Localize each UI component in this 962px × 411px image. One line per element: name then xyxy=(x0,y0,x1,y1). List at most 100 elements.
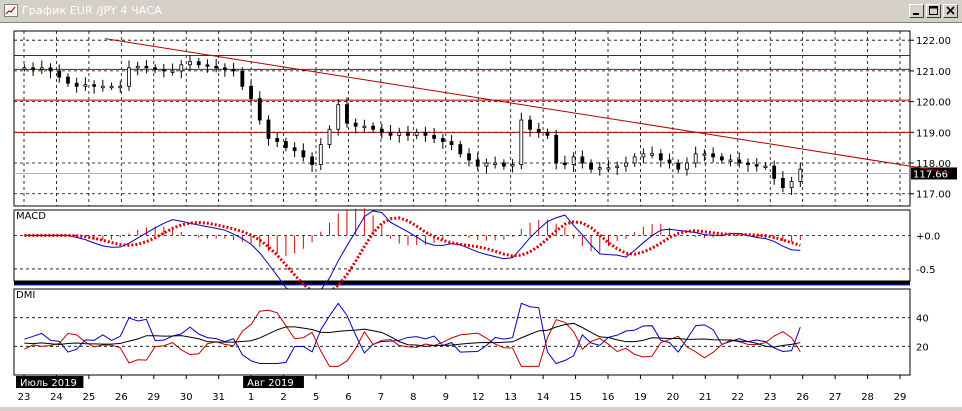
candle-body xyxy=(92,84,97,87)
candle-body xyxy=(528,119,532,130)
candle-body xyxy=(127,67,131,87)
candle-body xyxy=(632,156,637,164)
candle-body xyxy=(615,165,620,169)
month-label: Авг 2019 xyxy=(247,378,294,389)
macd-label: MACD xyxy=(16,211,46,222)
candle-body xyxy=(754,164,759,167)
candle-body xyxy=(597,167,602,170)
candle-body xyxy=(449,141,454,145)
candle-body xyxy=(667,159,672,164)
candle-body xyxy=(563,162,567,165)
x-tick-label: 23 xyxy=(18,392,31,403)
candle-body xyxy=(109,85,114,89)
y-tick-label: 40 xyxy=(916,314,929,325)
candle-body xyxy=(327,128,332,145)
x-tick-label: 7 xyxy=(378,392,384,403)
current-price-label: 117.66 xyxy=(913,169,948,180)
minimize-icon[interactable] xyxy=(909,4,924,18)
candle-body xyxy=(83,84,88,87)
candle-body xyxy=(789,181,794,188)
month-label: Июль 2019 xyxy=(20,378,77,389)
candle-body xyxy=(100,85,105,89)
x-tick-label: 15 xyxy=(569,392,582,403)
x-tick-label: 30 xyxy=(180,392,193,403)
candle-body xyxy=(458,144,463,155)
y-tick-label: 120.00 xyxy=(916,98,951,109)
y-tick-label: 118.00 xyxy=(916,159,951,170)
candle-body xyxy=(650,153,654,156)
candle-body xyxy=(676,162,681,170)
x-tick-label: 27 xyxy=(829,392,842,403)
close-icon[interactable] xyxy=(943,4,958,18)
y-tick-label: +0.0 xyxy=(916,231,940,242)
candle-body xyxy=(275,138,280,142)
candle-body xyxy=(231,68,236,72)
candle-body xyxy=(519,119,524,165)
candle-body xyxy=(440,138,445,142)
candle-body xyxy=(606,167,611,170)
x-axis: 23 24 25 26 29 30 31 1 2 5 6 7 8 9 12 13 14 15 16 19 20 21 22 2… xyxy=(14,374,910,403)
candle-body xyxy=(179,64,184,72)
candle-body xyxy=(353,122,358,127)
x-tick-label: 21 xyxy=(699,392,712,403)
macd-panel[interactable]: MACD +0.0 -0.5 xyxy=(13,208,940,300)
candle-body xyxy=(406,131,410,136)
candle-body xyxy=(205,64,210,67)
candle-body xyxy=(746,162,750,165)
x-tick-label: 5 xyxy=(313,392,319,403)
chart-app-icon xyxy=(4,4,18,17)
title-bar: График EUR /JPY 4 ЧАСА xyxy=(0,0,962,23)
x-tick-label: 28 xyxy=(861,392,874,403)
candle-body xyxy=(658,153,663,161)
dmi-plus-line xyxy=(24,302,801,365)
candle-body xyxy=(22,67,27,70)
candle-body xyxy=(196,61,201,66)
x-tick-label: 20 xyxy=(667,392,680,403)
candle-body xyxy=(362,125,367,129)
x-tick-label: 14 xyxy=(537,392,550,403)
x-tick-label: 29 xyxy=(894,392,907,403)
candle-body xyxy=(737,159,742,164)
x-tick-label: 29 xyxy=(147,392,160,403)
candle-body xyxy=(188,61,192,66)
x-tick-label: 12 xyxy=(472,392,485,403)
y-tick-label: 122.00 xyxy=(916,36,951,47)
x-tick-label: 19 xyxy=(634,392,647,403)
maximize-icon[interactable] xyxy=(926,4,941,18)
candle-body xyxy=(571,156,576,165)
panel-frame xyxy=(13,288,911,376)
candle-body xyxy=(641,153,646,158)
candle-body xyxy=(170,70,175,73)
candle-body xyxy=(153,67,158,70)
candle-body xyxy=(48,67,53,72)
candle-body xyxy=(371,125,376,130)
candle-body xyxy=(493,162,498,165)
price-panel[interactable]: 122.00 121.00 120.00 119.00 118.00 117.00 117.… xyxy=(13,30,957,375)
x-tick-label: 1 xyxy=(248,392,254,403)
candle-body xyxy=(31,67,35,70)
candle-body xyxy=(798,168,803,182)
x-tick-label: 26 xyxy=(796,392,809,403)
candle-body xyxy=(144,65,149,69)
y-tick-label: 121.00 xyxy=(916,67,951,78)
candle-body xyxy=(484,162,489,167)
x-tick-label: 23 xyxy=(764,392,777,403)
x-tick-label: 22 xyxy=(731,392,744,403)
chart-area[interactable]: 122.00 121.00 120.00 119.00 118.00 117.00 117.… xyxy=(0,23,962,407)
chart-svg[interactable]: 122.00 121.00 120.00 119.00 118.00 117.00 117.… xyxy=(0,23,962,407)
x-tick-label: 9 xyxy=(443,392,449,403)
candle-body xyxy=(214,65,219,69)
panel-separator xyxy=(14,281,910,285)
candle-body xyxy=(763,165,768,168)
candle-body xyxy=(510,164,515,167)
x-tick-label: 8 xyxy=(410,392,416,403)
dmi-panel[interactable]: DMI 40 20 xyxy=(13,288,929,376)
candle-body xyxy=(266,119,271,139)
macd-line xyxy=(24,210,801,300)
candle-body xyxy=(257,98,262,121)
candle-body xyxy=(57,70,62,78)
candle-body xyxy=(284,141,288,149)
candle-body xyxy=(388,131,393,136)
candle-body xyxy=(719,156,724,161)
macd-signal-line xyxy=(24,216,801,296)
